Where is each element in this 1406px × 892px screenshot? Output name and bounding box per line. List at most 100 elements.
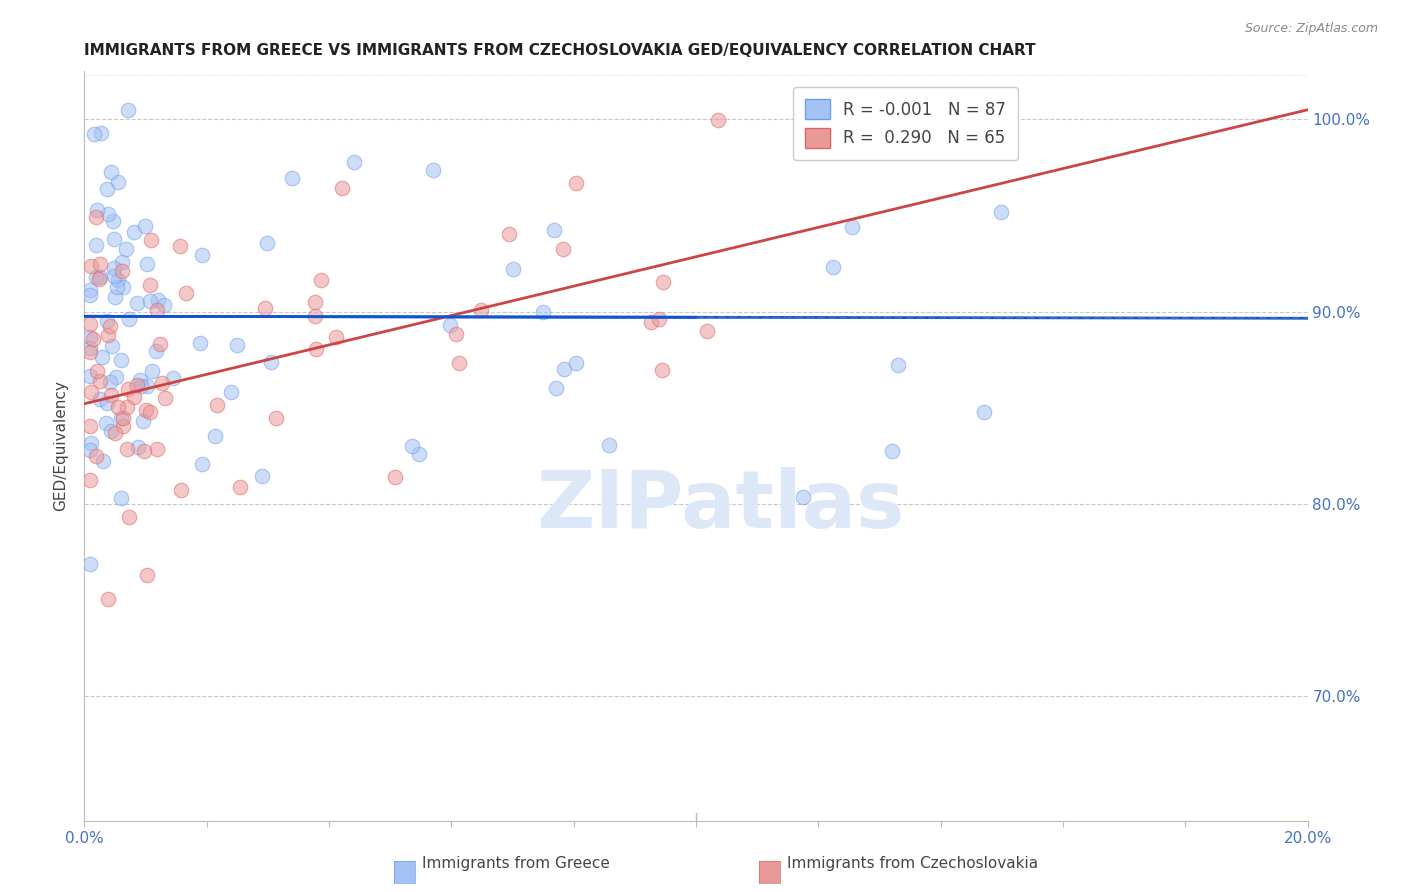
- Point: [250, 469, 273, 483]
- Point: [107, 175, 129, 189]
- Point: [84, 449, 107, 463]
- Text: ZIPatlas: ZIPatlas: [536, 467, 904, 545]
- Point: [115, 243, 138, 257]
- Point: [111, 419, 134, 434]
- Point: [112, 410, 135, 425]
- Point: [264, 411, 287, 425]
- Point: [131, 414, 153, 428]
- Point: [122, 226, 145, 240]
- Point: [546, 381, 568, 395]
- Point: [190, 248, 212, 262]
- Point: [117, 103, 139, 117]
- Point: [551, 242, 574, 256]
- Text: IMMIGRANTS FROM GREECE VS IMMIGRANTS FROM CZECHOSLOVAKIA GED/EQUIVALENCY CORRELA: IMMIGRANTS FROM GREECE VS IMMIGRANTS FRO…: [84, 43, 1036, 58]
- Point: [170, 483, 193, 498]
- Point: [134, 444, 156, 458]
- Point: [80, 384, 103, 399]
- Point: [531, 304, 554, 318]
- Point: [118, 510, 141, 524]
- Point: [104, 425, 127, 440]
- Point: [229, 479, 252, 493]
- Point: [115, 442, 138, 456]
- Point: [191, 457, 214, 471]
- Point: [125, 296, 148, 310]
- Point: [260, 355, 283, 369]
- Point: [135, 379, 157, 393]
- Point: [136, 257, 159, 271]
- Point: [543, 223, 565, 237]
- Point: [94, 416, 117, 430]
- Point: [90, 127, 112, 141]
- Point: [304, 294, 326, 309]
- Point: [100, 375, 122, 389]
- Point: [447, 356, 470, 370]
- Point: [153, 392, 176, 406]
- Point: [565, 176, 588, 190]
- Point: [86, 363, 108, 377]
- Point: [148, 293, 170, 307]
- Point: [640, 315, 662, 329]
- Point: [304, 309, 326, 323]
- Point: [82, 332, 104, 346]
- Point: [79, 345, 101, 359]
- Point: [145, 344, 167, 359]
- Point: [162, 371, 184, 385]
- Point: [98, 318, 121, 333]
- Point: [141, 234, 163, 248]
- Point: [256, 235, 278, 250]
- Point: [110, 264, 132, 278]
- Point: [110, 411, 132, 425]
- Point: [309, 273, 332, 287]
- Point: [79, 329, 101, 343]
- Point: [103, 261, 125, 276]
- Point: [444, 327, 467, 342]
- Point: [139, 293, 162, 308]
- Point: [105, 369, 128, 384]
- Point: [129, 373, 152, 387]
- Point: [135, 402, 157, 417]
- Point: [502, 262, 524, 277]
- Point: [139, 278, 162, 293]
- Point: [89, 270, 111, 285]
- Point: [125, 377, 148, 392]
- Point: [96, 395, 118, 409]
- Point: [100, 388, 122, 402]
- Point: [219, 384, 242, 399]
- Point: [146, 442, 169, 456]
- Point: [86, 202, 108, 217]
- Point: [103, 269, 125, 284]
- Point: [422, 163, 444, 178]
- Point: [821, 260, 844, 275]
- Point: [141, 364, 163, 378]
- Point: [384, 470, 406, 484]
- Point: [91, 350, 114, 364]
- Point: [97, 328, 120, 343]
- Point: [89, 257, 111, 271]
- Point: [325, 329, 347, 343]
- Point: [148, 336, 170, 351]
- Point: [80, 435, 103, 450]
- Point: [79, 557, 101, 571]
- Point: [498, 227, 520, 242]
- Point: [706, 113, 728, 128]
- Point: [841, 220, 863, 235]
- Point: [792, 491, 814, 505]
- Point: [253, 301, 276, 315]
- Point: [553, 361, 575, 376]
- Point: [100, 165, 122, 179]
- Point: [79, 283, 101, 297]
- Point: [84, 269, 107, 284]
- Point: [647, 312, 669, 326]
- Point: [136, 568, 159, 582]
- Point: [439, 318, 461, 332]
- Point: [115, 400, 138, 414]
- Point: [565, 356, 588, 370]
- Point: [105, 280, 128, 294]
- Point: [401, 439, 423, 453]
- Point: [470, 303, 492, 318]
- Point: [84, 238, 107, 252]
- Point: [79, 368, 101, 383]
- Point: [80, 259, 103, 273]
- Point: [204, 428, 226, 442]
- Point: [96, 182, 118, 196]
